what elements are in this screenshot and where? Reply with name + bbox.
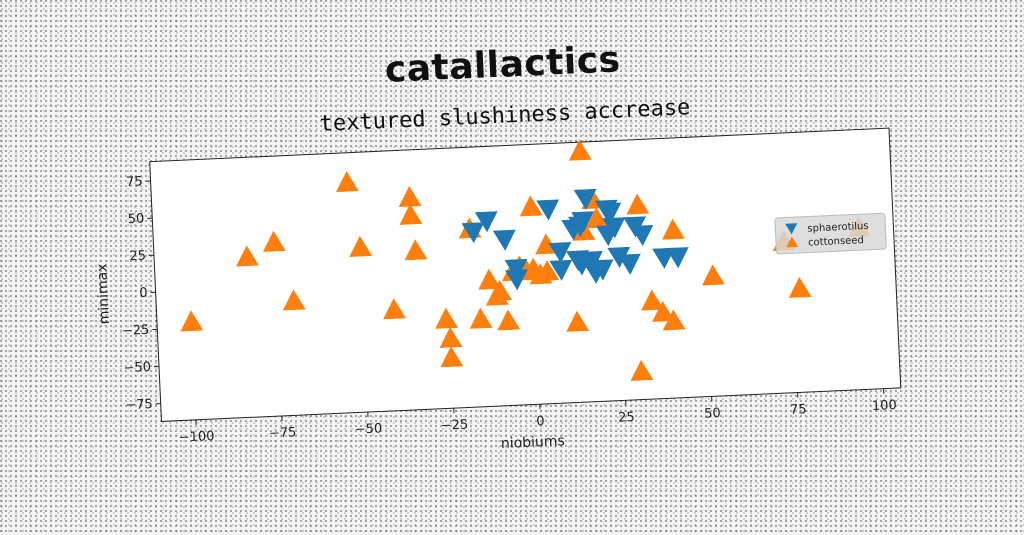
y-tick-label: 25 — [129, 249, 146, 265]
y-tick-label: 50 — [127, 211, 144, 227]
x-tick-label: 50 — [704, 406, 721, 422]
x-tick-label: 100 — [872, 398, 897, 414]
x-tick-label: 25 — [618, 410, 635, 426]
x-tick-label: 0 — [536, 414, 545, 429]
x-tick-label: 75 — [790, 402, 807, 418]
x-tick-label: −100 — [178, 429, 214, 446]
x-tick-label: −25 — [441, 418, 469, 434]
x-tick-label: −50 — [355, 421, 383, 437]
y-tick-label: 75 — [126, 174, 143, 190]
x-axis-label: niobiums — [501, 433, 566, 452]
y-tick-label: −75 — [125, 397, 153, 413]
y-axis-label: minimax — [94, 263, 113, 324]
y-tick-label: 0 — [139, 286, 148, 301]
y-tick-label: −25 — [122, 323, 150, 339]
y-tick-label: −50 — [123, 360, 151, 376]
x-tick-label: −75 — [269, 425, 297, 441]
